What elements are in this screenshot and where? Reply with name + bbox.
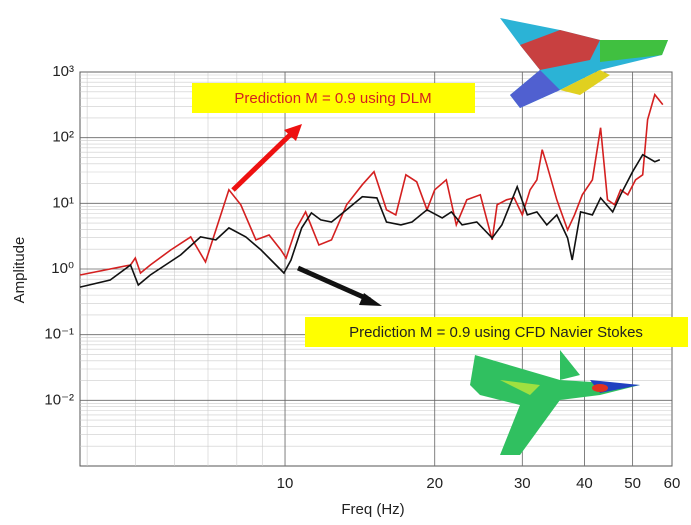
annotation-box	[305, 317, 688, 347]
x-tick-label: 50	[624, 475, 641, 492]
arrow-head	[284, 124, 302, 141]
annotation-box	[192, 83, 475, 113]
x-tick-label: 20	[426, 475, 443, 492]
x-tick-label: 30	[514, 475, 531, 492]
data-line	[79, 92, 664, 276]
y-tick-label: 10⁻¹	[44, 326, 74, 343]
arrow	[296, 265, 372, 303]
y-tick-label: 10²	[52, 129, 74, 146]
x-axis-title: Freq (Hz)	[341, 501, 404, 518]
y-tick-label: 10⁰	[51, 260, 74, 277]
arrow	[231, 131, 294, 192]
y-tick-label: 10⁻²	[44, 391, 74, 408]
y-tick-label: 10³	[52, 63, 74, 80]
lines	[79, 92, 664, 288]
annotation: Prediction M = 0.9 using CFD Navier Stok…	[349, 324, 643, 341]
dlm-aircraft	[500, 18, 668, 108]
data-line	[79, 153, 661, 288]
grid	[80, 71, 673, 466]
arrow-head	[359, 293, 382, 306]
annotation: Prediction M = 0.9 using DLM	[234, 90, 431, 107]
x-tick-label: 60	[664, 475, 681, 492]
cfd-aircraft	[470, 350, 640, 455]
y-tick-label: 10¹	[52, 194, 74, 211]
x-tick-label: 10	[277, 475, 294, 492]
y-axis-title: Amplitude	[11, 237, 28, 304]
x-tick-label: 40	[576, 475, 593, 492]
